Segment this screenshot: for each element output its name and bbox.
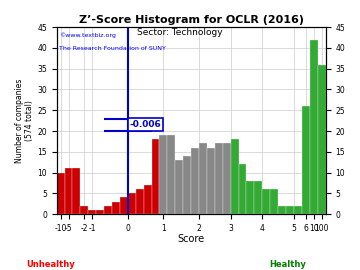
Bar [286, 206, 294, 214]
Text: Healthy: Healthy [270, 260, 306, 269]
Title: Z’-Score Histogram for OCLR (2016): Z’-Score Histogram for OCLR (2016) [78, 15, 303, 25]
Bar [191, 148, 199, 214]
Bar [64, 168, 72, 214]
Bar [159, 135, 167, 214]
Text: The Research Foundation of SUNY: The Research Foundation of SUNY [59, 46, 166, 51]
Text: ©www.textbiz.org: ©www.textbiz.org [59, 33, 116, 38]
Bar [72, 168, 80, 214]
Bar [294, 206, 302, 214]
Bar [112, 202, 120, 214]
Bar [152, 139, 159, 214]
Bar [104, 206, 112, 214]
Bar [239, 164, 247, 214]
X-axis label: Score: Score [177, 234, 204, 244]
Bar [88, 210, 96, 214]
Bar [57, 173, 64, 214]
Bar [255, 181, 262, 214]
Text: -0.006: -0.006 [129, 120, 161, 129]
Bar [215, 143, 223, 214]
Bar [302, 106, 310, 214]
Bar [183, 156, 191, 214]
Text: Sector: Technology: Sector: Technology [137, 28, 223, 37]
Text: Unhealthy: Unhealthy [26, 260, 75, 269]
Bar [310, 40, 318, 214]
Bar [144, 185, 152, 214]
Bar [175, 160, 183, 214]
Bar [128, 193, 136, 214]
Bar [278, 206, 286, 214]
Bar [247, 181, 255, 214]
Bar [318, 65, 325, 214]
Bar [270, 189, 278, 214]
Bar [96, 210, 104, 214]
Bar [120, 197, 128, 214]
Bar [136, 189, 144, 214]
Bar [231, 139, 239, 214]
Bar [207, 148, 215, 214]
Bar [80, 206, 88, 214]
Bar [223, 143, 231, 214]
Bar [199, 143, 207, 214]
Bar [262, 189, 270, 214]
Bar [167, 135, 175, 214]
Y-axis label: Number of companies
(574 total): Number of companies (574 total) [15, 79, 35, 163]
